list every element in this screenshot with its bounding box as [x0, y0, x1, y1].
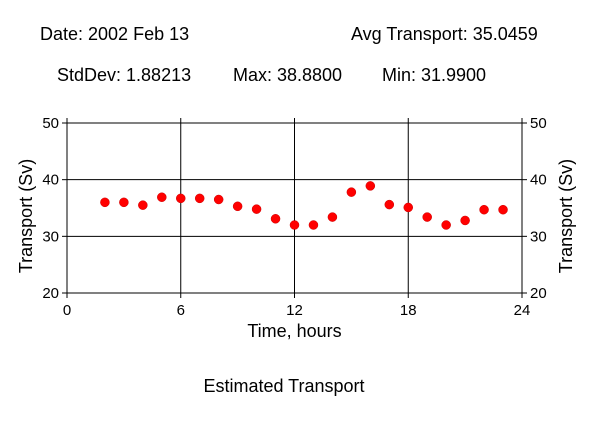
- y-tick-label-right: 40: [530, 172, 547, 189]
- y-axis-label-left: Transport (Sv): [16, 159, 36, 273]
- y-tick-label-left: 20: [42, 285, 59, 302]
- x-axis-label: Time, hours: [247, 321, 341, 341]
- y-tick-label-right: 50: [530, 115, 547, 132]
- data-point: [441, 220, 451, 230]
- x-tick-label: 0: [63, 302, 71, 319]
- data-point: [365, 181, 376, 191]
- max-label: Max: 38.8800: [233, 65, 343, 85]
- data-point: [422, 212, 432, 222]
- chart-title: Estimated Transport: [203, 376, 364, 396]
- x-tick-label: 12: [286, 302, 303, 319]
- data-point: [251, 204, 262, 214]
- y-tick-label-left: 40: [42, 172, 59, 189]
- data-point: [384, 199, 395, 210]
- data-point: [346, 187, 357, 197]
- avg-transport-label: Avg Transport: 35.0459: [351, 24, 538, 44]
- data-point: [479, 204, 489, 215]
- data-point: [289, 220, 300, 230]
- data-point: [138, 200, 148, 210]
- data-point: [460, 215, 470, 226]
- x-tick-label: 6: [177, 302, 185, 319]
- data-point: [403, 202, 413, 213]
- y-axis-label-right: Transport (Sv): [556, 159, 576, 273]
- stddev-label: StdDev: 1.88213: [57, 65, 192, 85]
- y-tick-label-right: 30: [530, 228, 547, 245]
- data-point: [194, 193, 205, 204]
- date-label: Date: 2002 Feb 13: [40, 24, 190, 44]
- y-tick-label-left: 50: [42, 115, 59, 132]
- data-point: [119, 197, 129, 208]
- x-tick-label: 24: [514, 302, 531, 319]
- x-tick-label: 18: [400, 302, 417, 319]
- data-point: [100, 197, 110, 208]
- data-point: [308, 220, 319, 230]
- y-tick-label-left: 30: [42, 228, 59, 245]
- data-point: [232, 201, 243, 212]
- min-label: Min: 31.9900: [382, 65, 487, 85]
- data-point: [270, 214, 281, 224]
- data-point: [176, 193, 186, 204]
- y-tick-label-right: 20: [530, 285, 547, 302]
- data-point: [327, 212, 338, 222]
- data-point: [157, 192, 167, 202]
- data-point: [213, 194, 224, 205]
- data-point: [498, 204, 508, 215]
